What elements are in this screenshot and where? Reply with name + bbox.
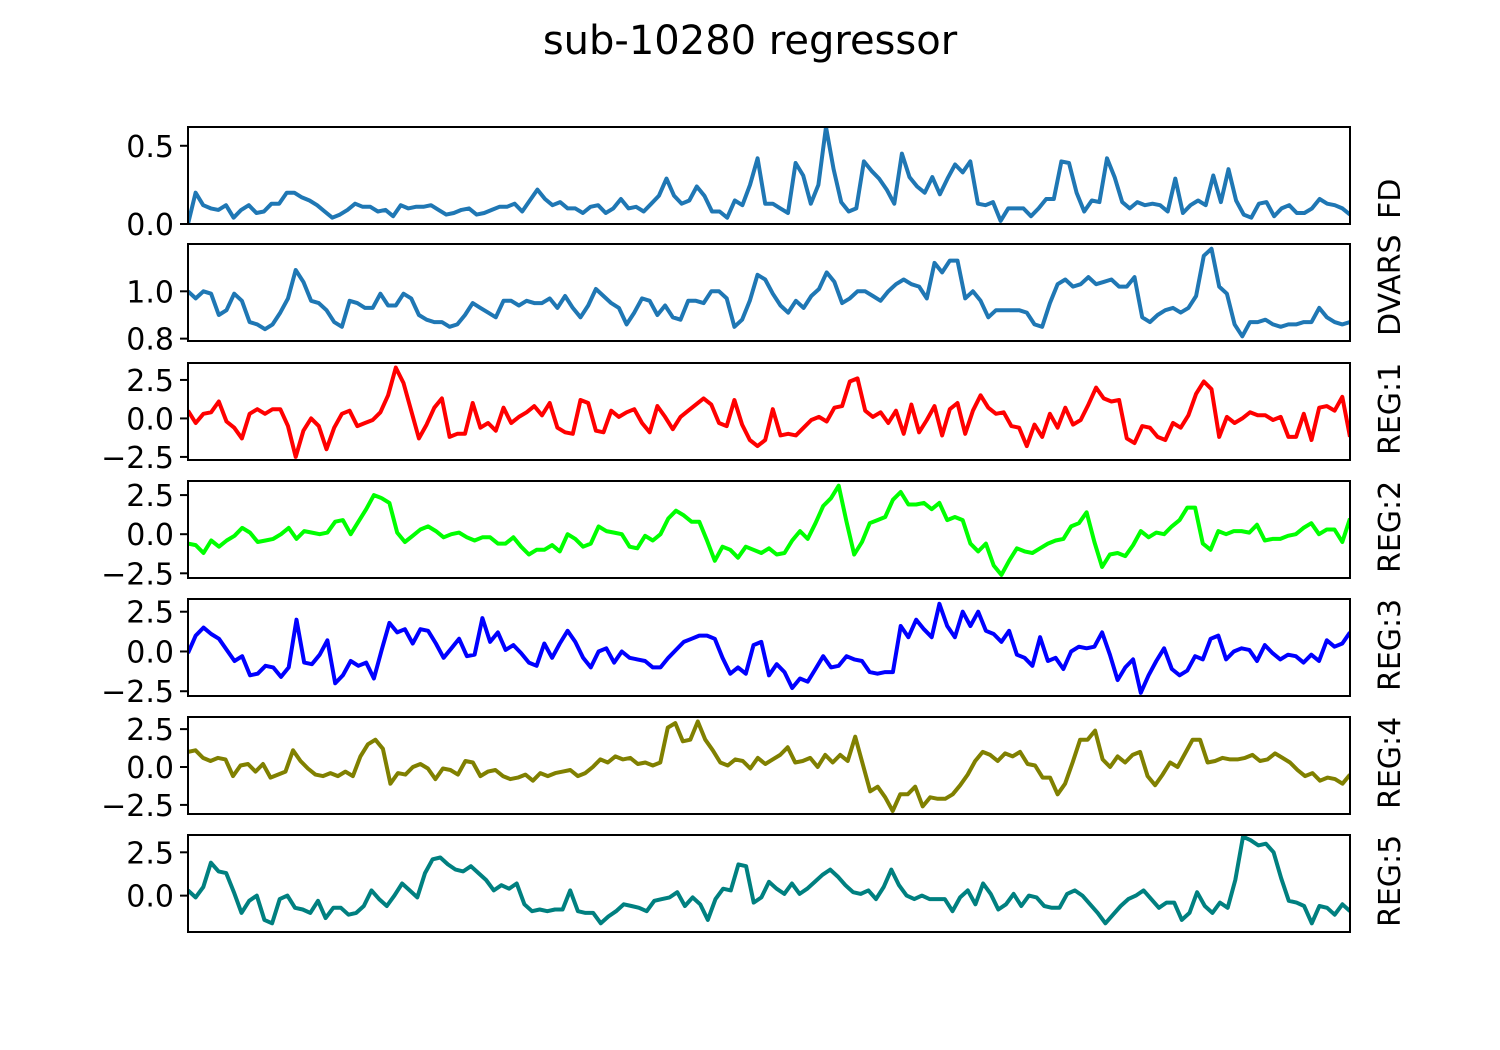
y-tick-label: 0.0 [126,751,174,786]
y-tick-label: 0.0 [126,518,174,553]
panel-label: DVARS [1373,234,1408,336]
y-tick-label: 2.5 [126,713,174,748]
series-line-reg-1 [188,365,1350,459]
y-tick-label: 1.0 [126,275,174,310]
y-tick-label: 0.0 [126,402,174,437]
panel-label: FD [1373,179,1408,219]
panel-frame [187,126,1351,225]
y-tick-label: 2.5 [126,364,174,399]
series-line-reg-2 [188,483,1350,577]
y-tick-label: −2.5 [101,441,174,476]
y-tick-label: 2.5 [126,479,174,514]
y-tick-label: 0.0 [126,880,174,915]
panel-frame [187,480,1351,579]
panel-label: REG:2 [1373,481,1408,573]
series-line-reg-5 [188,835,1350,926]
chart-title: sub-10280 regressor [542,18,958,64]
panel-frame [187,716,1351,815]
panel-label: REG:3 [1373,599,1408,691]
y-tick-label: 0.5 [126,130,174,165]
panel-label: REG:4 [1373,717,1408,809]
y-tick-label: 0.0 [126,635,174,670]
panel-frame [187,362,1351,461]
panel-frame [187,243,1351,342]
series-line-fd [188,127,1350,224]
y-tick-label: −2.5 [101,557,174,592]
panel-label: REG:5 [1373,835,1408,927]
panel-frame [187,598,1351,697]
series-line-reg-3 [188,601,1350,695]
y-tick-label: −2.5 [101,789,174,824]
y-tick-label: 2.5 [126,596,174,631]
y-tick-label: 2.5 [126,836,174,871]
series-line-dvars [188,246,1350,339]
y-tick-label: 0.8 [126,323,174,358]
panel-frame [187,834,1351,933]
series-line-reg-4 [188,719,1350,813]
y-tick-label: −2.5 [101,675,174,710]
panel-label: REG:1 [1373,363,1408,455]
y-tick-label: 0.0 [126,208,174,243]
